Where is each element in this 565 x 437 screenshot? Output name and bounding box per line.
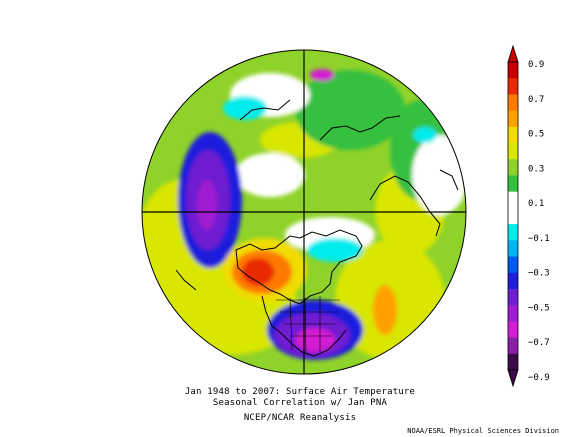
- colorbar-swatch: [508, 288, 518, 306]
- field-cyan-greenland: [307, 238, 363, 262]
- colorbar-swatch: [508, 175, 518, 193]
- colorbar-tick-label: −0.3: [528, 269, 550, 279]
- colorbar-swatch: [508, 62, 518, 79]
- field-red-top: [310, 69, 334, 81]
- coastlines: [175, 99, 459, 357]
- correlation-map: [142, 50, 466, 374]
- field-neutral-europe: [412, 135, 466, 215]
- colorbar-swatch: [508, 78, 518, 95]
- colorbar-swatch: [508, 143, 518, 160]
- map-border: [141, 49, 467, 375]
- colorbar-swatch: [508, 305, 518, 322]
- colorbar-bottom-arrow: [507, 369, 519, 388]
- colorbar-swatch: [508, 126, 518, 144]
- colorbar-tick-label: 0.7: [528, 95, 544, 105]
- colorbar-top-arrow: [507, 44, 519, 63]
- field-orange-atlantic: [373, 285, 397, 335]
- colorbar-swatch: [508, 353, 518, 371]
- colorbar-tick-label: 0.5: [528, 130, 544, 140]
- field-magenta-west: [197, 180, 217, 230]
- colorbar-tick-label: 0.9: [528, 60, 544, 70]
- colorbar-swatch: [508, 191, 518, 209]
- field-neutral-arctic: [235, 153, 305, 197]
- colorbar-swatch: [508, 256, 518, 274]
- field-cyan-east: [413, 127, 437, 143]
- field-magenta-north-america: [295, 328, 335, 352]
- colorbar-tick-label: −0.9: [528, 373, 550, 383]
- figure-source: NCEP/NCAR Reanalysis: [243, 413, 357, 423]
- field-red-alaska: [242, 258, 274, 286]
- figure-title-line2: Seasonal Correlation w/ Jan PNA: [212, 398, 388, 408]
- colorbar-tick-label: 0.1: [528, 199, 544, 209]
- colorbar-swatch: [508, 94, 518, 112]
- colorbar-tick-label: −0.5: [528, 303, 550, 313]
- figure-title-line1: Jan 1948 to 2007: Surface Air Temperatur…: [184, 387, 416, 397]
- field-green-siberia: [295, 70, 405, 150]
- colorbar-swatch: [508, 207, 518, 225]
- colorbar-swatch: [508, 224, 518, 241]
- field-cyan-top: [223, 96, 267, 120]
- colorbar-swatch: [508, 240, 518, 258]
- colorbar: 0.9 0.7 0.5 0.3 0.1 −0.1 −0.3 −0.5 −0.7 −0.9: [507, 44, 550, 388]
- figure-credit: NOAA/ESRL Physical Sciences Division: [407, 427, 559, 435]
- colorbar-swatch: [508, 159, 518, 176]
- colorbar-tick-label: −0.1: [528, 234, 550, 244]
- colorbar-swatch: [508, 321, 518, 339]
- colorbar-tick-label: 0.3: [528, 164, 544, 174]
- colorbar-swatch: [508, 272, 518, 290]
- colorbar-swatch: [508, 110, 518, 128]
- colorbar-tick-label: −0.7: [528, 338, 550, 348]
- political-borders: [276, 296, 340, 355]
- colorbar-swatch: [508, 337, 518, 355]
